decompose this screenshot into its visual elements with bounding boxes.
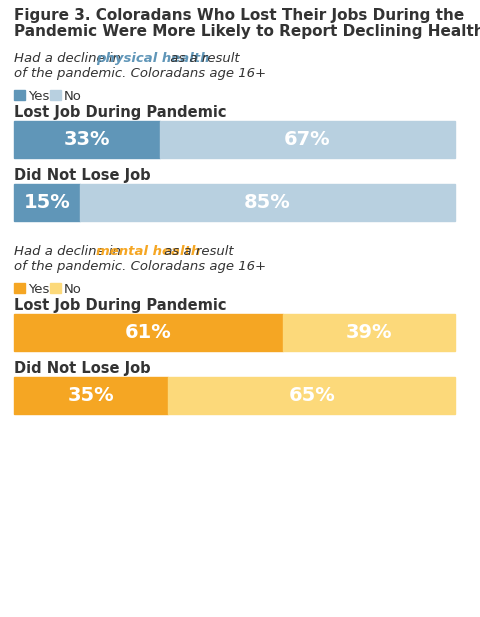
Text: 35%: 35% xyxy=(68,386,115,405)
Text: 65%: 65% xyxy=(288,386,335,405)
Text: 39%: 39% xyxy=(346,323,392,342)
Text: mental health: mental health xyxy=(96,245,200,258)
Bar xyxy=(14,90,25,100)
Text: Lost Job During Pandemic: Lost Job During Pandemic xyxy=(14,298,227,313)
Text: Figure 3. Coloradans Who Lost Their Jobs During the: Figure 3. Coloradans Who Lost Their Jobs… xyxy=(14,8,464,23)
Text: Had a decline in: Had a decline in xyxy=(14,245,125,258)
Bar xyxy=(168,377,455,414)
Text: Had a decline in: Had a decline in xyxy=(14,52,125,65)
Text: No: No xyxy=(64,90,82,103)
Text: Did Not Lose Job: Did Not Lose Job xyxy=(14,168,151,183)
Bar xyxy=(14,283,25,293)
Text: of the pandemic. Coloradans age 16+: of the pandemic. Coloradans age 16+ xyxy=(14,67,266,80)
Bar xyxy=(14,314,283,351)
Text: 15%: 15% xyxy=(24,193,71,212)
Text: as a result: as a result xyxy=(166,52,240,65)
Text: as a result: as a result xyxy=(160,245,234,258)
Text: 33%: 33% xyxy=(63,130,110,149)
Text: Did Not Lose Job: Did Not Lose Job xyxy=(14,361,151,376)
Bar xyxy=(14,184,80,221)
Bar xyxy=(50,90,61,100)
Text: 67%: 67% xyxy=(284,130,331,149)
Text: Yes: Yes xyxy=(28,283,49,296)
Bar xyxy=(14,121,159,158)
Text: physical health: physical health xyxy=(96,52,209,65)
Text: No: No xyxy=(64,283,82,296)
Text: Pandemic Were More Likely to Report Declining Health: Pandemic Were More Likely to Report Decl… xyxy=(14,24,480,39)
Bar xyxy=(283,314,455,351)
Bar xyxy=(159,121,455,158)
Bar xyxy=(14,377,168,414)
Text: 85%: 85% xyxy=(244,193,291,212)
Bar xyxy=(50,283,61,293)
Text: 61%: 61% xyxy=(125,323,172,342)
Text: Lost Job During Pandemic: Lost Job During Pandemic xyxy=(14,105,227,120)
Bar xyxy=(80,184,455,221)
Text: of the pandemic. Coloradans age 16+: of the pandemic. Coloradans age 16+ xyxy=(14,260,266,273)
Text: Yes: Yes xyxy=(28,90,49,103)
